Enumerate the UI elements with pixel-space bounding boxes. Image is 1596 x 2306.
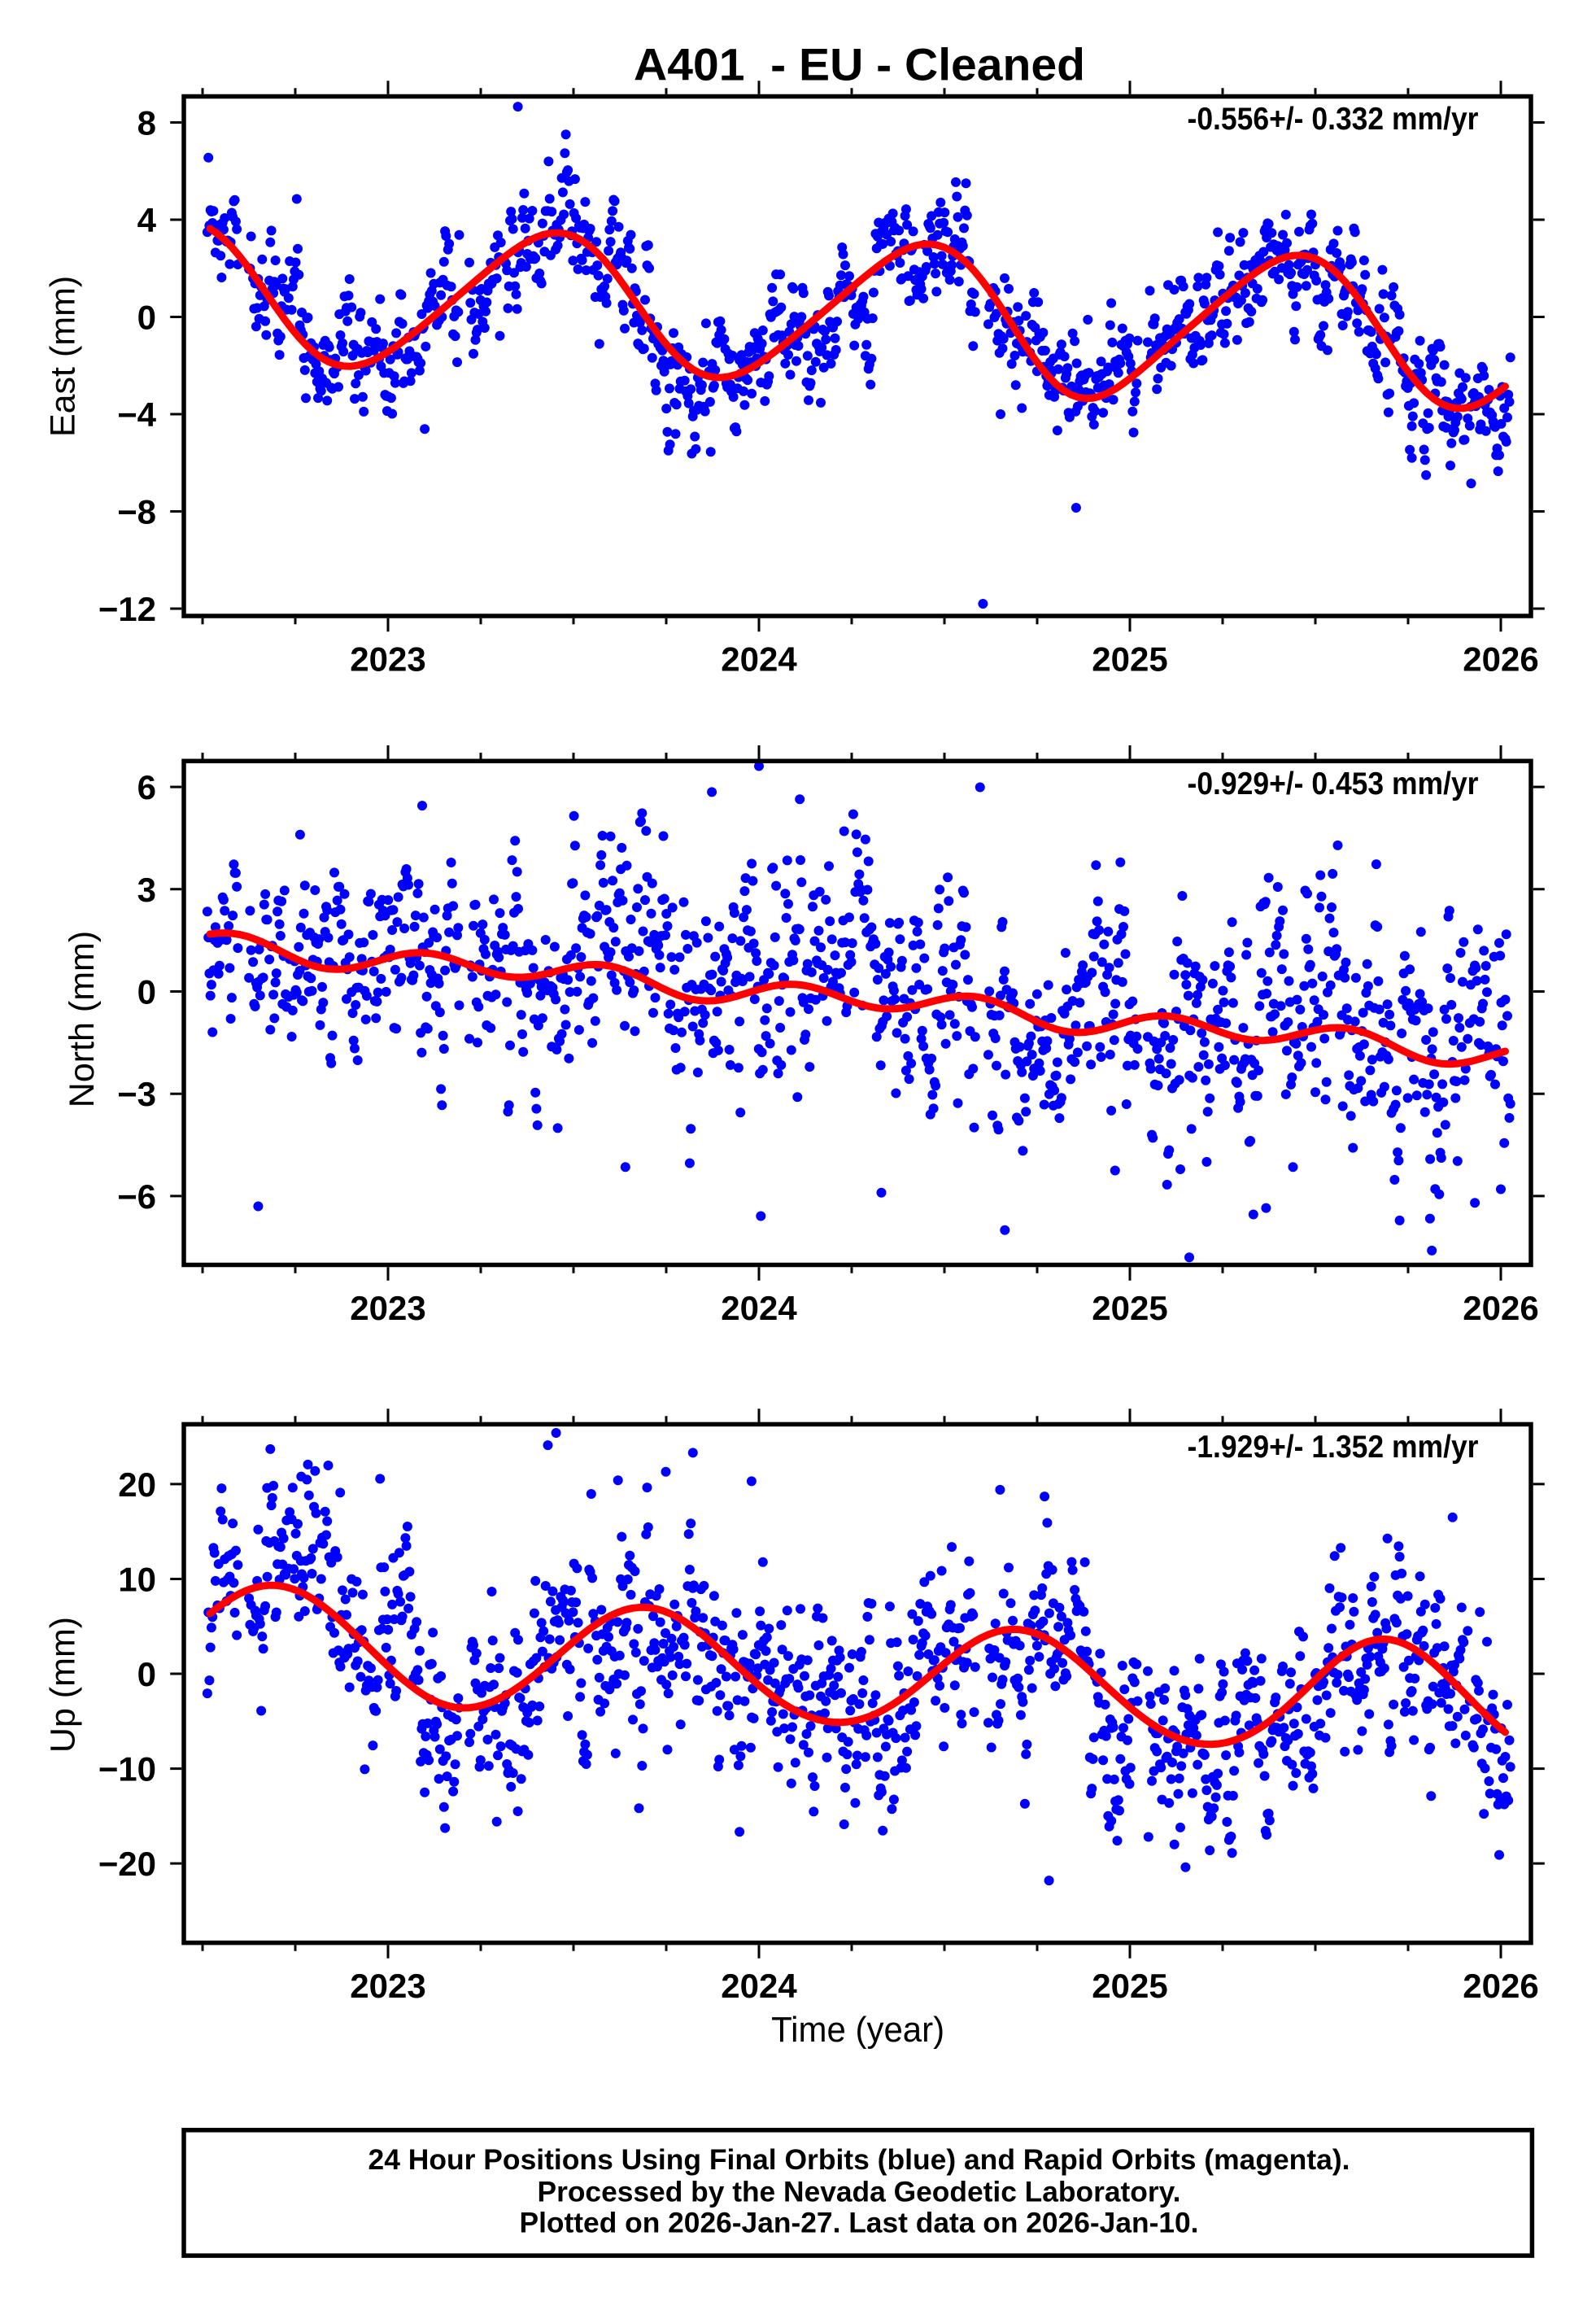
svg-text:2025: 2025 (1092, 1967, 1167, 2005)
svg-text:2026: 2026 (1463, 640, 1538, 679)
svg-text:2025: 2025 (1092, 1289, 1167, 1327)
svg-text:East (mm): East (mm) (44, 276, 83, 437)
svg-text:-0.556+/- 0.332 mm/yr: -0.556+/- 0.332 mm/yr (1188, 102, 1479, 137)
svg-text:0: 0 (137, 973, 156, 1011)
svg-text:2023: 2023 (350, 1967, 425, 2005)
svg-text:2025: 2025 (1092, 640, 1167, 679)
svg-text:24 Hour Positions Using Final: 24 Hour Positions Using Final Orbits (bl… (368, 2144, 1350, 2176)
svg-text:-1.929+/- 1.352 mm/yr: -1.929+/- 1.352 mm/yr (1188, 1430, 1479, 1465)
svg-text:Up (mm): Up (mm) (44, 1617, 83, 1753)
svg-text:−6: −6 (117, 1177, 156, 1216)
svg-text:2024: 2024 (721, 1289, 797, 1327)
svg-text:Processed by the Nevada Geodet: Processed by the Nevada Geodetic Laborat… (538, 2176, 1181, 2208)
svg-text:−4: −4 (117, 395, 157, 434)
svg-text:0: 0 (137, 299, 156, 337)
svg-text:−20: −20 (98, 1845, 156, 1883)
svg-text:−8: −8 (117, 493, 156, 531)
svg-text:2026: 2026 (1463, 1967, 1538, 2005)
svg-text:2026: 2026 (1463, 1289, 1538, 1327)
svg-text:−12: −12 (98, 590, 156, 628)
svg-text:10: 10 (118, 1561, 156, 1599)
svg-text:20: 20 (118, 1465, 156, 1504)
svg-text:2024: 2024 (721, 640, 797, 679)
svg-text:2023: 2023 (350, 1289, 425, 1327)
svg-text:−3: −3 (117, 1075, 156, 1113)
svg-text:3: 3 (137, 871, 156, 909)
svg-text:8: 8 (137, 104, 156, 142)
svg-text:0: 0 (137, 1655, 156, 1693)
svg-text:North (mm): North (mm) (63, 931, 102, 1107)
svg-text:2024: 2024 (721, 1967, 797, 2005)
svg-text:2023: 2023 (350, 640, 425, 679)
svg-text:6: 6 (137, 768, 156, 806)
svg-text:4: 4 (137, 201, 157, 239)
svg-text:-0.929+/- 0.453 mm/yr: -0.929+/- 0.453 mm/yr (1188, 766, 1479, 801)
svg-text:−10: −10 (98, 1750, 156, 1788)
svg-text:Plotted on 2026-Jan-27. Last d: Plotted on 2026-Jan-27. Last data on 202… (520, 2207, 1199, 2238)
svg-text:Time (year): Time (year) (771, 2010, 944, 2050)
svg-text:A401 - EU - Cleaned: A401 - EU - Cleaned (634, 39, 1085, 90)
